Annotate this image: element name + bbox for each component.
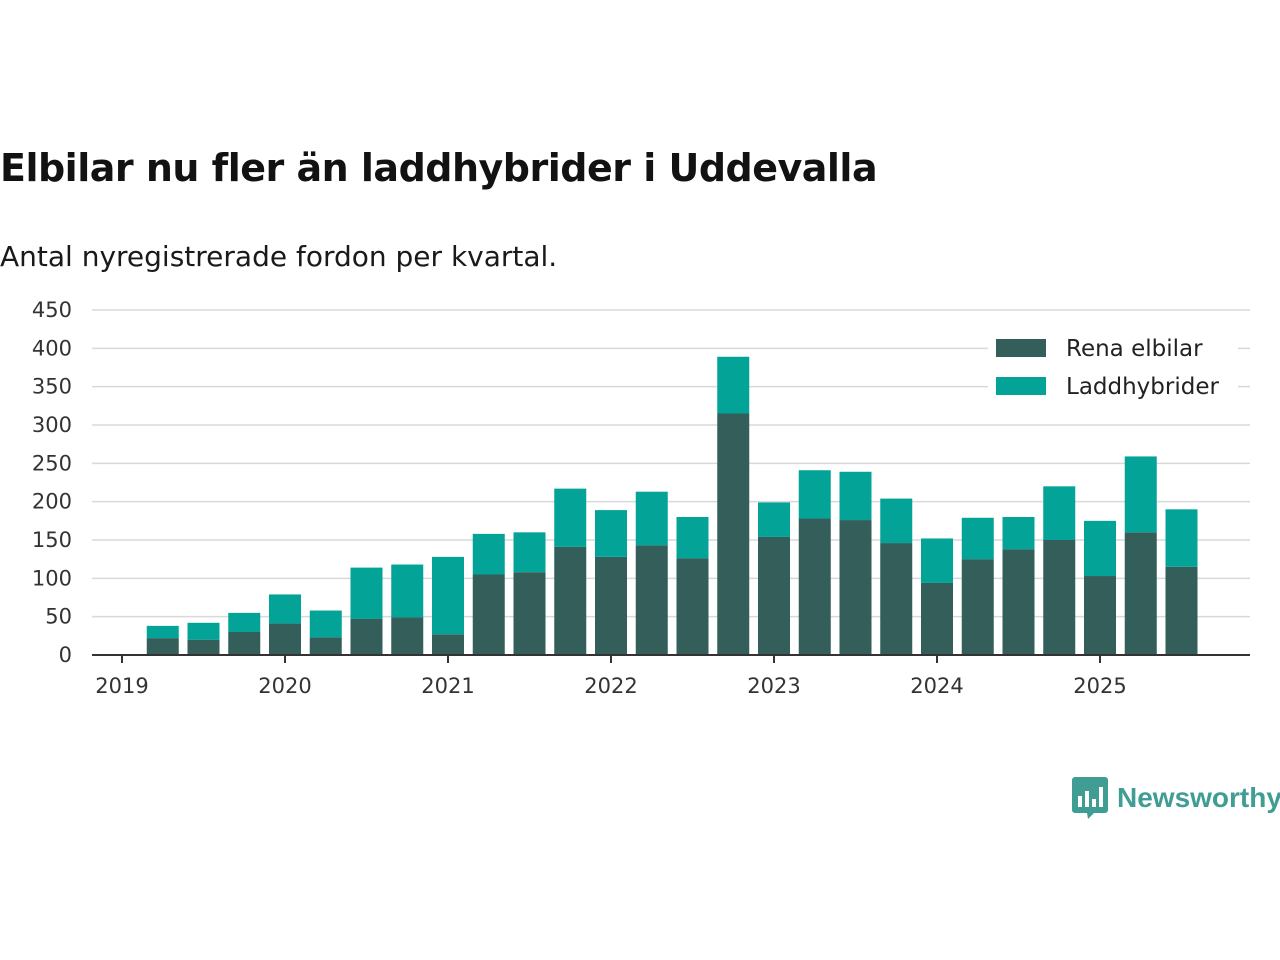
x-tick-label: 2024 xyxy=(910,674,963,698)
bar-segment-rena-elbilar xyxy=(839,520,872,655)
bar-segment-rena-elbilar xyxy=(1043,540,1076,655)
bar-segment-laddhybrider xyxy=(1124,456,1157,533)
bar-segment-rena-elbilar xyxy=(228,632,261,655)
bar-segment-laddhybrider xyxy=(839,471,872,521)
bar-segment-rena-elbilar xyxy=(146,638,179,655)
bar-segment-rena-elbilar xyxy=(1002,549,1035,655)
y-tick-label: 0 xyxy=(59,643,72,667)
x-tick-label: 2023 xyxy=(747,674,800,698)
bar-segment-laddhybrider xyxy=(961,517,994,560)
bar-segment-rena-elbilar xyxy=(472,574,505,655)
bar-segment-laddhybrider xyxy=(1043,486,1076,540)
bar-segment-rena-elbilar xyxy=(1124,532,1157,655)
bar-segment-rena-elbilar xyxy=(1084,576,1116,655)
bar-segment-rena-elbilar xyxy=(798,518,831,655)
bar-segment-rena-elbilar xyxy=(513,572,546,655)
newsworthy-logo-icon xyxy=(1072,777,1108,819)
bar-segment-laddhybrider xyxy=(309,610,342,638)
x-tick-label: 2025 xyxy=(1073,674,1126,698)
bar-segment-rena-elbilar xyxy=(554,546,587,655)
x-tick-label: 2020 xyxy=(258,674,311,698)
bar-segment-rena-elbilar xyxy=(391,617,424,655)
bar-segment-laddhybrider xyxy=(717,356,750,414)
bar-segment-rena-elbilar xyxy=(717,413,750,655)
bar-segment-rena-elbilar xyxy=(961,559,994,655)
x-tick-label: 2019 xyxy=(95,674,148,698)
x-tick-label: 2022 xyxy=(584,674,637,698)
bar-segment-laddhybrider xyxy=(187,622,220,640)
chart-subtitle: Antal nyregistrerade fordon per kvartal. xyxy=(0,240,558,273)
bar-segment-rena-elbilar xyxy=(921,582,953,655)
bar-segment-rena-elbilar xyxy=(309,637,342,655)
bar-segment-laddhybrider xyxy=(269,594,301,624)
bar-segment-laddhybrider xyxy=(1002,517,1035,550)
bar-segment-laddhybrider xyxy=(432,556,464,635)
bar-segment-rena-elbilar xyxy=(635,545,668,655)
legend-label: Laddhybrider xyxy=(1066,374,1219,400)
bar-segment-rena-elbilar xyxy=(187,639,220,655)
bar-segment-laddhybrider xyxy=(391,564,424,618)
y-tick-label: 200 xyxy=(32,490,72,514)
bar-segment-laddhybrider xyxy=(554,488,587,547)
brand-name: Newsworthy xyxy=(1117,782,1280,813)
bar-segment-rena-elbilar xyxy=(1165,566,1198,655)
legend-label: Rena elbilar xyxy=(1066,336,1203,362)
y-tick-label: 300 xyxy=(32,413,72,437)
bar-segment-laddhybrider xyxy=(798,470,831,519)
bar-segment-rena-elbilar xyxy=(676,558,709,655)
y-tick-label: 400 xyxy=(32,336,72,360)
stacked-bar-chart: 0 50 100 150 200 250 300 350 400 450 2019 2020 2021 2… xyxy=(32,298,1250,698)
bar-segment-laddhybrider xyxy=(1165,509,1198,567)
y-tick-label: 150 xyxy=(32,528,72,552)
legend-swatch xyxy=(996,377,1046,395)
y-tick-label: 250 xyxy=(32,451,72,475)
bar-segment-laddhybrider xyxy=(921,538,953,583)
bar-segment-laddhybrider xyxy=(513,532,546,573)
bar-segment-laddhybrider xyxy=(146,625,179,639)
newsworthy-logo: Newsworthy xyxy=(1072,776,1280,820)
bar-segment-laddhybrider xyxy=(635,491,668,546)
bar-segment-laddhybrider xyxy=(472,533,505,575)
bar-segment-rena-elbilar xyxy=(269,623,301,655)
y-tick-label: 50 xyxy=(45,605,72,629)
legend-swatch xyxy=(996,339,1046,357)
y-tick-label: 450 xyxy=(32,298,72,322)
bar-segment-laddhybrider xyxy=(880,498,913,544)
bar-segment-laddhybrider xyxy=(1084,520,1116,577)
bar-segment-rena-elbilar xyxy=(350,618,383,655)
bar-segment-laddhybrider xyxy=(758,502,790,537)
bar-segment-rena-elbilar xyxy=(432,634,464,655)
bar-segment-laddhybrider xyxy=(350,567,383,619)
bar-segment-laddhybrider xyxy=(676,517,709,559)
y-tick-label: 100 xyxy=(32,566,72,590)
bar-segment-rena-elbilar xyxy=(758,536,790,655)
bar-segment-rena-elbilar xyxy=(595,556,627,655)
bar-segment-laddhybrider xyxy=(228,612,261,632)
bar-segment-rena-elbilar xyxy=(880,543,913,655)
chart-title: Elbilar nu fler än laddhybrider i Uddeva… xyxy=(0,146,878,190)
x-tick-label: 2021 xyxy=(421,674,474,698)
bar-segment-laddhybrider xyxy=(595,510,627,557)
y-tick-label: 350 xyxy=(32,375,72,399)
